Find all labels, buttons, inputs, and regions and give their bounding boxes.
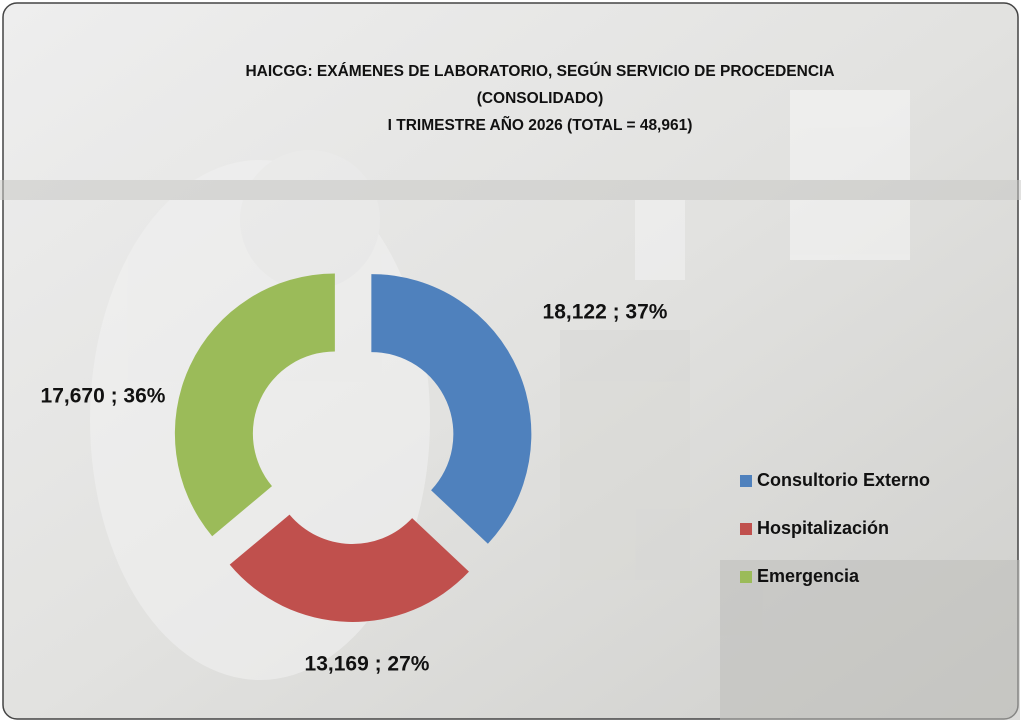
legend-swatch	[740, 475, 752, 487]
data-label: 13,169 ; 27%	[305, 653, 430, 676]
chart: HAICGG: EXÁMENES DE LABORATORIO, SEGÚN S…	[0, 0, 1021, 722]
chart-title: HAICGG: EXÁMENES DE LABORATORIO, SEGÚN S…	[245, 62, 834, 80]
data-label: 17,670 ; 36%	[41, 385, 166, 408]
legend-label: Emergencia	[757, 566, 860, 586]
legend-swatch	[740, 523, 752, 535]
legend-label: Hospitalización	[757, 518, 889, 538]
legend-label: Consultorio Externo	[757, 470, 930, 490]
chart-subtitle: I TRIMESTRE AÑO 2026 (TOTAL = 48,961)	[388, 116, 693, 134]
legend-swatch	[740, 571, 752, 583]
data-label: 18,122 ; 37%	[543, 301, 668, 324]
chart-subtitle: (CONSOLIDADO)	[477, 90, 604, 107]
